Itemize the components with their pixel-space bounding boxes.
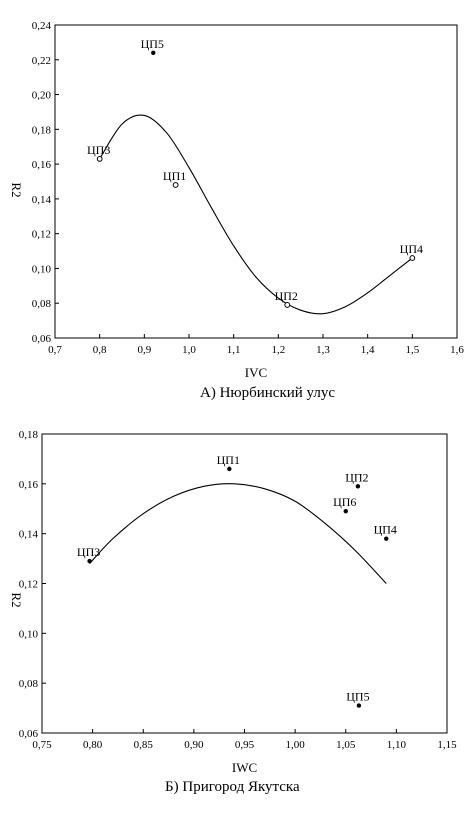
point-label: ЦП3: [87, 143, 110, 157]
x-tick-label: 0,90: [184, 739, 204, 751]
chart-b: 0,75 0,80 0,85 0,90 0,95 1,00 1,05 1,10 1,15 0,06…: [9, 429, 457, 775]
y-tick-label: 0,20: [32, 90, 52, 102]
data-point: [151, 50, 156, 56]
x-axis-label: IVC: [245, 365, 267, 380]
data-point: [355, 484, 361, 489]
x-tick-label: 1,0: [182, 344, 196, 356]
point-label: ЦП4: [374, 523, 397, 537]
point-label: ЦП5: [346, 690, 369, 704]
data-point: [384, 536, 389, 541]
point-label: ЦП1: [163, 169, 186, 183]
x-tick-label: 1,15: [437, 739, 457, 751]
x-tick-label: 1,6: [450, 344, 464, 356]
data-point: [409, 255, 416, 261]
y-axis-label: R2: [9, 182, 24, 197]
y-tick-label: 0,24: [32, 20, 52, 32]
y-tick-label: 0,12: [32, 229, 51, 241]
x-tick-label: 0,7: [48, 344, 62, 356]
y-tick-label: 0,22: [32, 55, 51, 67]
x-tick-label: 0,80: [83, 739, 103, 751]
y-tick-label: 0,08: [19, 678, 39, 690]
data-point: [356, 703, 362, 708]
caption-a: А) Нюрбинский улус: [200, 385, 336, 401]
y-tick-label: 0,08: [32, 298, 52, 310]
x-tick-label: 0,85: [134, 739, 154, 751]
y-tick-label: 0,12: [19, 579, 38, 591]
data-point: [343, 509, 348, 514]
y-tick-label: 0,06: [19, 728, 39, 740]
x-tick-label: 0,9: [137, 344, 151, 356]
x-tick-label: 1,1: [227, 344, 241, 356]
point-label: ЦП1: [217, 453, 240, 467]
point-label: ЦП2: [345, 470, 368, 484]
point-label: ЦП3: [77, 545, 100, 559]
y-tick-label: 0,14: [32, 194, 52, 206]
x-tick-label: 1,2: [271, 344, 285, 356]
y-tick-label: 0,14: [19, 529, 39, 541]
x-axis-label: IWC: [232, 760, 257, 775]
data-point: [172, 182, 179, 188]
y-axis-label: R2: [9, 592, 24, 607]
point-label: ЦП6: [333, 495, 356, 509]
chart-a: 0,7 0,8 0,9 1,0 1,1 1,2 1,3 1,4 1,5 1,6 0,06 0,08 0,…: [9, 20, 464, 380]
x-tick-label: 1,5: [405, 344, 419, 356]
y-tick-label: 0,18: [32, 124, 52, 136]
y-tick-label: 0,18: [19, 429, 39, 441]
x-tick-label: 0,75: [32, 739, 52, 751]
y-tick-label: 0,06: [32, 333, 52, 345]
plot-frame: [54, 24, 458, 339]
data-point: [87, 558, 92, 564]
x-tick-label: 1,4: [361, 344, 375, 356]
data-point: [284, 302, 291, 308]
point-label: ЦП5: [141, 37, 164, 51]
y-tick-label: 0,10: [19, 628, 39, 640]
data-point: [96, 155, 103, 162]
x-tick-label: 0,95: [235, 739, 255, 751]
x-tick-label: 1,10: [387, 739, 407, 751]
point-label: ЦП2: [275, 289, 298, 303]
x-tick-label: 1,3: [316, 344, 330, 356]
y-tick-label: 0,16: [19, 479, 39, 491]
x-tick-label: 1,00: [286, 739, 306, 751]
fit-curve: [99, 114, 413, 315]
data-point: [227, 466, 232, 472]
caption-b: Б) Пригород Якутска: [165, 779, 300, 795]
y-tick-label: 0,10: [32, 263, 52, 275]
point-label: ЦП4: [400, 242, 423, 256]
fit-curve: [89, 483, 387, 584]
y-tick-label: 0,16: [32, 159, 52, 171]
x-tick-label: 0,8: [93, 344, 107, 356]
x-tick-label: 1,05: [336, 739, 356, 751]
